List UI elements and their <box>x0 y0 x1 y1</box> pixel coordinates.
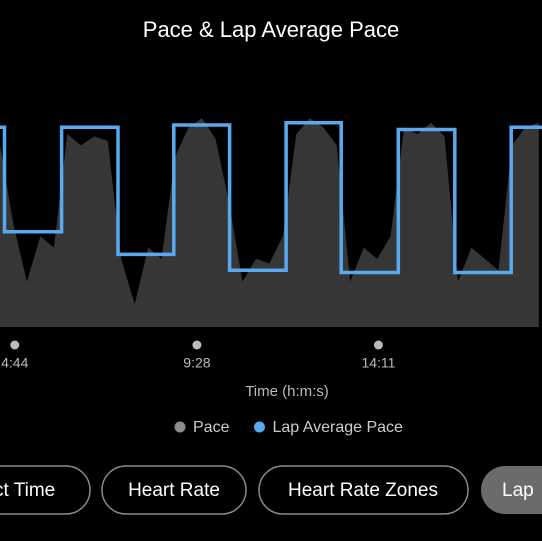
x-tick-label: 4:44 <box>1 355 28 371</box>
legend-swatch <box>253 421 265 433</box>
button[interactable] <box>481 466 542 514</box>
x-tick-label: 9:28 <box>183 355 210 371</box>
legend-label: Lap Average Pace <box>272 419 403 436</box>
x-tick-dot <box>10 340 20 350</box>
x-tick-dot <box>373 340 383 350</box>
x-tick-label: 14:11 <box>361 355 395 371</box>
pace-area <box>0 118 539 327</box>
legend-label: Pace <box>193 419 230 436</box>
chart-title: Pace & Lap Average Pace <box>143 17 399 42</box>
button-label[interactable]: ct Time <box>0 480 55 501</box>
button[interactable] <box>101 465 247 515</box>
button[interactable] <box>258 465 469 515</box>
lap-line <box>0 120 542 275</box>
legend-swatch <box>174 421 186 433</box>
x-axis-label: Time (h:m:s) <box>245 383 329 400</box>
button-label[interactable]: Heart Rate <box>128 480 220 501</box>
button-label[interactable]: Heart Rate Zones <box>288 480 438 501</box>
button-label[interactable]: Lap <box>502 480 534 501</box>
x-tick-dot <box>192 340 202 350</box>
button[interactable] <box>0 465 91 515</box>
